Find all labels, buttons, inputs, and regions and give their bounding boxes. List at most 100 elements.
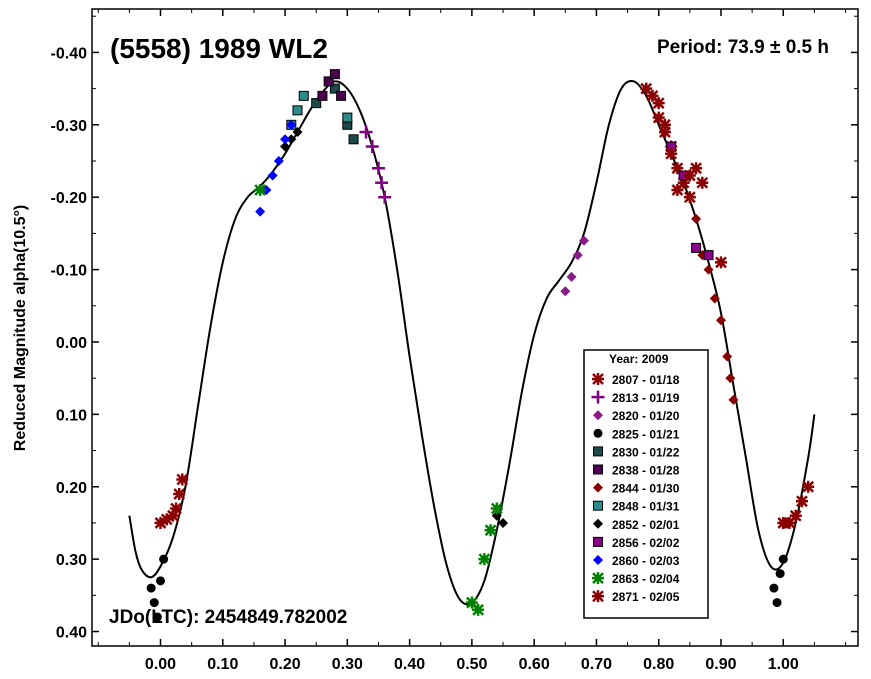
data-point [478, 553, 491, 566]
legend-title: Year: 2009 [609, 352, 669, 366]
x-tick-label: 0.90 [705, 656, 736, 673]
data-point [329, 83, 340, 94]
data-point [566, 271, 577, 282]
legend-box [583, 349, 709, 619]
y-tick-label: -0.10 [51, 263, 88, 280]
legend-entry-label: 2856 - 02/02 [612, 536, 680, 550]
legend-entry-label: 2871 - 02/05 [612, 590, 680, 604]
data-point [255, 206, 266, 217]
y-axis: -0.40 -0.30 -0.20 -0.10 0.00 0.10 0.20 0.30 0.40 [51, 15, 858, 642]
legend-entries: 2807 - 01/18 2813 - 01/19 2820 - 01/20 2825… [591, 373, 680, 604]
data-point [715, 315, 726, 326]
data-point [378, 190, 392, 204]
epoch-label: JDo(LTC): 2454849.782002 [109, 607, 347, 628]
y-tick-label: 0.30 [56, 552, 87, 569]
legend-marker [591, 390, 605, 404]
legend-entry-label: 2830 - 01/22 [612, 445, 680, 459]
data-point [491, 510, 502, 521]
data-point [170, 502, 183, 515]
legend-marker [593, 536, 603, 547]
x-axis: 0.00 0.10 0.20 0.30 0.40 0.50 0.60 0.70 0.80 0.90… [97, 9, 847, 673]
y-tick-label: 0.00 [56, 335, 87, 352]
x-tick-label: 0.00 [145, 656, 176, 673]
data-point [298, 90, 309, 101]
data-point [691, 242, 702, 253]
data-point [323, 76, 334, 87]
data-point [317, 90, 328, 101]
data-point [696, 176, 709, 189]
data-point [498, 517, 509, 528]
data-point [342, 112, 353, 123]
fit-curve [128, 79, 816, 606]
data-point [176, 473, 189, 486]
data-point [728, 394, 739, 405]
data-point [691, 213, 702, 224]
legend-marker [593, 410, 603, 421]
plot-frame [91, 8, 859, 647]
data-point [311, 98, 322, 109]
data-point [789, 509, 802, 522]
data-point [703, 250, 714, 261]
y-tick-label: -0.30 [51, 118, 88, 135]
data-point [286, 119, 297, 130]
y-tick-label: 0.40 [56, 625, 87, 642]
data-point [267, 170, 278, 181]
legend: Year: 2009 2807 - 01/18 2813 - 01/19 2820 … [583, 349, 709, 619]
x-tick-label: 0.40 [394, 656, 425, 673]
legend-marker [593, 500, 603, 511]
legend-marker [593, 428, 603, 438]
x-tick-label: 1.00 [768, 656, 799, 673]
data-point [375, 176, 389, 190]
period-label: Period: 73.9 ± 0.5 h [657, 37, 829, 58]
legend-entry-label: 2820 - 01/20 [612, 409, 680, 423]
chart-title: (5558) 1989 WL2 [110, 33, 328, 64]
data-point [795, 495, 808, 508]
data-point [772, 598, 782, 608]
x-tick-label: 0.20 [269, 656, 300, 673]
y-tick-label: 0.20 [56, 480, 87, 497]
data-point [671, 183, 684, 196]
legend-entry-label: 2813 - 01/19 [612, 391, 680, 405]
legend-entry-label: 2848 - 01/31 [612, 500, 680, 514]
data-point [572, 250, 583, 261]
data-point [371, 161, 385, 175]
legend-marker [593, 482, 603, 493]
y-tick-label: -0.20 [51, 190, 88, 207]
data-point [725, 373, 736, 384]
data-point [286, 134, 297, 145]
data-point [652, 111, 665, 124]
x-tick-label: 0.30 [332, 656, 363, 673]
data-point [683, 191, 696, 204]
plot-area [128, 69, 816, 622]
legend-marker [593, 555, 603, 565]
y-axis-label: Reduced Magnitude alpha(10.5°) [12, 205, 29, 451]
legend-entry-label: 2807 - 01/18 [612, 373, 680, 387]
legend-entry-label: 2838 - 01/28 [612, 464, 680, 478]
data-point [329, 69, 340, 80]
y-tick-label: -0.40 [51, 45, 88, 62]
data-point [665, 147, 678, 160]
data-point [359, 125, 373, 139]
data-point [652, 97, 665, 110]
legend-marker [593, 464, 603, 475]
data-point [802, 480, 815, 493]
legend-entry-label: 2863 - 02/04 [612, 572, 680, 586]
data-point [156, 576, 166, 586]
data-point [173, 487, 186, 500]
data-point [714, 256, 727, 269]
legend-marker [592, 572, 604, 585]
data-point [280, 134, 291, 145]
data-point [490, 502, 503, 515]
legend-entry-label: 2844 - 01/30 [612, 482, 680, 496]
x-tick-label: 0.80 [643, 656, 674, 673]
data-point [292, 127, 303, 138]
data-point [640, 82, 653, 95]
data-points [146, 69, 815, 622]
data-point [709, 293, 720, 304]
data-point [560, 286, 571, 297]
data-point [778, 554, 788, 564]
data-point [658, 118, 671, 131]
data-point [254, 183, 267, 196]
data-point [722, 351, 733, 362]
